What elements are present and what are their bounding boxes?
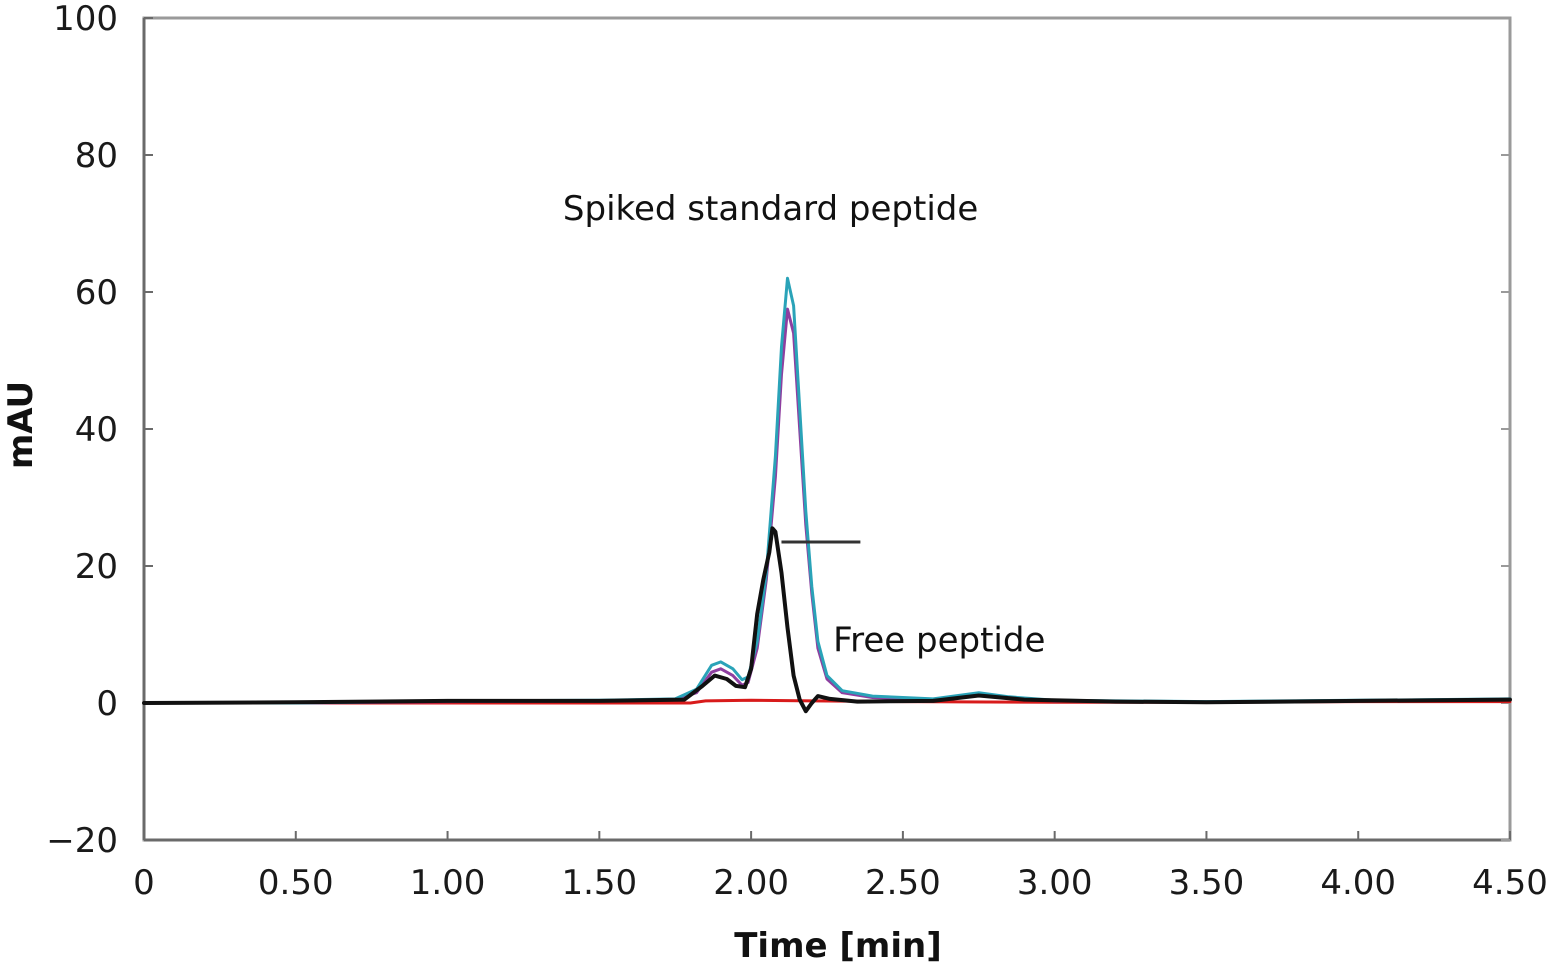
x-tick-labels: 0 0.50 1.00 1.50 2.00 2.50 3.00 3.50 4.00 4.50 xyxy=(133,863,1548,903)
annotations: Spiked standard peptide Free peptide xyxy=(563,189,1045,661)
annotation-free: Free peptide xyxy=(833,621,1045,661)
x-tick-label: 1.00 xyxy=(410,863,486,903)
y-tick-labels: −20 0 20 40 60 80 100 xyxy=(46,0,118,861)
tick-marks xyxy=(143,17,1511,841)
series-lines xyxy=(142,276,1512,714)
y-tick-label: 0 xyxy=(96,684,118,724)
x-tick-label: 2.50 xyxy=(865,863,941,903)
y-tick-label: 80 xyxy=(75,136,118,176)
y-tick-label: 40 xyxy=(75,410,118,450)
x-tick-label: 3.50 xyxy=(1169,863,1245,903)
x-tick-label: 0 xyxy=(133,863,155,903)
y-tick-label: 100 xyxy=(53,0,118,39)
x-tick-label: 2.00 xyxy=(713,863,789,903)
y-tick-label: −20 xyxy=(46,821,118,861)
x-tick-label: 4.00 xyxy=(1320,863,1396,903)
series-line-1 xyxy=(142,307,1512,705)
y-tick-label: 60 xyxy=(75,273,118,313)
plot-frame xyxy=(142,16,1512,842)
x-tick-label: 1.50 xyxy=(561,863,637,903)
x-tick-label: 4.50 xyxy=(1472,863,1548,903)
series-line-2 xyxy=(142,276,1512,705)
y-axis-title: mAU xyxy=(1,381,41,469)
y-tick-label: 20 xyxy=(75,547,118,587)
annotation-spiked: Spiked standard peptide xyxy=(563,189,978,229)
x-axis-title: Time [min] xyxy=(734,926,942,965)
series-line-3 xyxy=(142,526,1512,714)
x-tick-label: 0.50 xyxy=(258,863,334,903)
x-tick-label: 3.00 xyxy=(1017,863,1093,903)
